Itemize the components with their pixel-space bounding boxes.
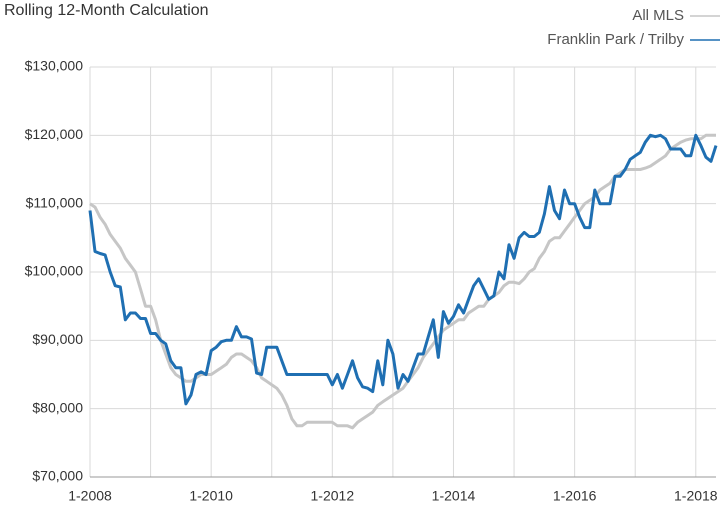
y-tick-label: $130,000 [25, 58, 84, 74]
y-tick-label: $90,000 [32, 331, 83, 347]
legend-label: Franklin Park / Trilby [547, 31, 684, 48]
y-tick-label: $120,000 [25, 126, 84, 142]
chart-title: Rolling 12-Month Calculation [4, 2, 209, 19]
y-tick-label: $80,000 [32, 399, 83, 415]
x-tick-label: 1-2010 [189, 488, 233, 504]
x-tick-label: 1-2012 [311, 488, 355, 504]
legend-label: All MLS [632, 7, 684, 24]
y-tick-label: $70,000 [32, 468, 83, 484]
y-tick-label: $100,000 [25, 263, 84, 279]
y-tick-label: $110,000 [26, 194, 84, 210]
line-series [88, 133, 718, 406]
x-tick-label: 1-2008 [68, 488, 112, 504]
x-tick-label: 1-2014 [432, 488, 476, 504]
x-tick-label: 1-2016 [553, 488, 597, 504]
x-tick-label: 1-2018 [674, 488, 718, 504]
